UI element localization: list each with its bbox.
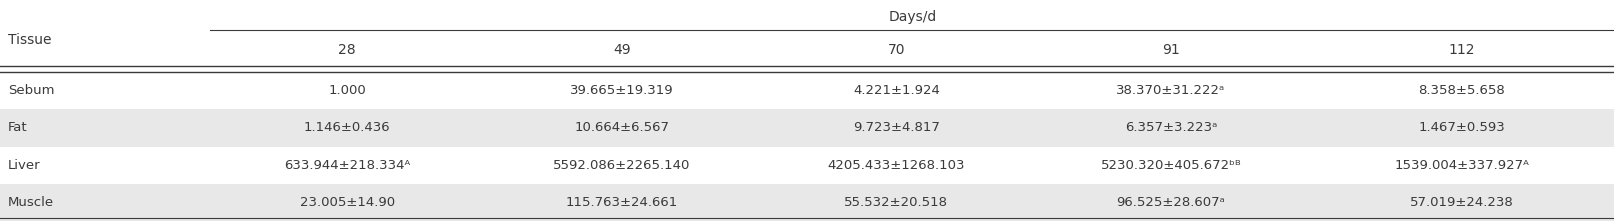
Text: 23.005±14.90: 23.005±14.90 (300, 196, 394, 209)
Text: 49: 49 (613, 43, 629, 57)
Text: 115.763±24.661: 115.763±24.661 (565, 196, 678, 209)
Text: 70: 70 (888, 43, 904, 57)
Text: 38.370±31.222ᵃ: 38.370±31.222ᵃ (1115, 84, 1225, 97)
Text: 5230.320±405.672ᵇᴮ: 5230.320±405.672ᵇᴮ (1099, 159, 1241, 172)
Text: 1.000: 1.000 (328, 84, 366, 97)
Text: 96.525±28.607ᵃ: 96.525±28.607ᵃ (1115, 196, 1225, 209)
Text: Liver: Liver (8, 159, 40, 172)
Text: Days/d: Days/d (888, 10, 936, 24)
Text: 10.664±6.567: 10.664±6.567 (575, 121, 668, 134)
Text: 6.357±3.223ᵃ: 6.357±3.223ᵃ (1123, 121, 1217, 134)
Text: 28: 28 (339, 43, 355, 57)
Text: 8.358±5.658: 8.358±5.658 (1417, 84, 1504, 97)
Text: 633.944±218.334ᴬ: 633.944±218.334ᴬ (284, 159, 410, 172)
Text: Fat: Fat (8, 121, 27, 134)
Text: 4.221±1.924: 4.221±1.924 (852, 84, 939, 97)
Text: 57.019±24.238: 57.019±24.238 (1409, 196, 1512, 209)
Text: 1539.004±337.927ᴬ: 1539.004±337.927ᴬ (1393, 159, 1528, 172)
Text: 5592.086±2265.140: 5592.086±2265.140 (552, 159, 691, 172)
Text: 55.532±20.518: 55.532±20.518 (844, 196, 947, 209)
Text: 91: 91 (1162, 43, 1178, 57)
Text: Sebum: Sebum (8, 84, 55, 97)
Text: Tissue: Tissue (8, 33, 52, 47)
Text: 112: 112 (1448, 43, 1474, 57)
Text: 1.467±0.593: 1.467±0.593 (1417, 121, 1504, 134)
Text: 1.146±0.436: 1.146±0.436 (303, 121, 391, 134)
Text: 9.723±4.817: 9.723±4.817 (852, 121, 939, 134)
Text: Muscle: Muscle (8, 196, 55, 209)
Text: 39.665±19.319: 39.665±19.319 (570, 84, 673, 97)
Text: 4205.433±1268.103: 4205.433±1268.103 (826, 159, 965, 172)
